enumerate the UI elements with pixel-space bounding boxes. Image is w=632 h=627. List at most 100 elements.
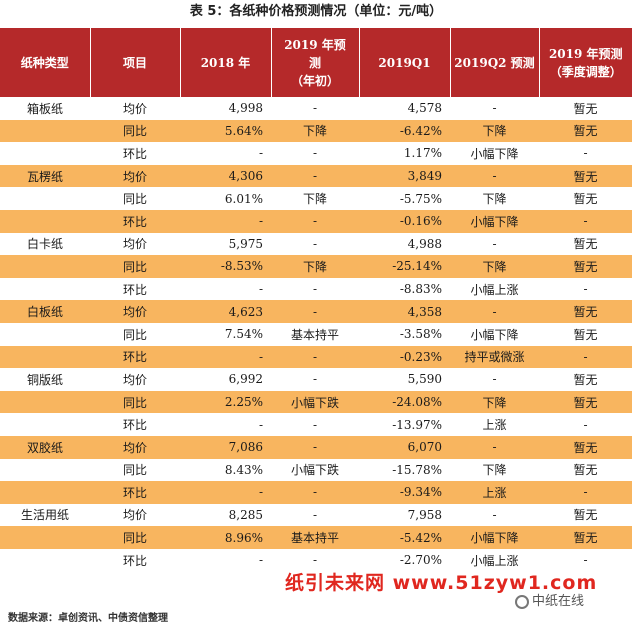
paper-type-cell: 白板纸 [0,300,90,323]
table-row: 瓦楞纸 均价 4,306-3,849- 暂无 [0,164,632,188]
table-row: 环比 - - -0.23% 持平或微涨 - [0,345,632,369]
column-header-line: 项目 [122,55,147,70]
q2-forecast-cell: 小幅下降 [450,209,539,233]
forecast-2019-cell: - [271,413,359,436]
q1-cell: -15.78% [359,458,450,482]
q1-cell: 1.17% [359,142,450,165]
item-cell: 环比 [90,277,180,301]
item-cell: 环比 [90,548,180,572]
value-2018-cell: 7,086 [180,435,271,459]
column-header: 纸种类型 [0,28,91,97]
forecast-2019-cell: - [271,368,359,391]
item-cell: 同比 [90,187,180,210]
value-2018-cell: - [180,481,271,504]
table-row: 环比 - -1.17% 小幅下降 - [0,142,632,165]
column-header-line: 2018 年 [200,55,251,70]
adjusted-forecast-cell: 暂无 [539,458,632,482]
item-cell: 同比 [90,119,180,143]
column-header-line: 测 [308,55,321,70]
q1-cell: -25.14% [359,255,450,278]
forecast-2019-cell: 基本持平 [271,526,359,549]
table-row: 同比 2.25% 小幅下跌 -24.08% 下降 暂无 [0,390,632,414]
value-2018-cell: - [180,345,271,369]
table-row: 环比 - - -0.16% 小幅下降 - [0,209,632,233]
forecast-2019-cell: 小幅下跌 [271,390,359,414]
q2-forecast-cell: 下降 [450,458,539,482]
forecast-2019-cell: - [271,481,359,504]
q2-forecast-cell: 小幅下降 [450,322,539,346]
paper-type-cell: 瓦楞纸 [0,164,90,188]
table-row: 环比 - - -13.97% 上涨 - [0,413,632,436]
paper-type-cell [0,526,90,549]
column-header: 2019Q1 [359,28,451,97]
item-cell: 环比 [90,209,180,233]
column-header-line: （季度调整） [549,64,622,79]
value-2018-cell: - [180,142,271,165]
q2-forecast-cell: 小幅下降 [450,526,539,549]
paper-type-cell [0,458,90,482]
adjusted-forecast-cell: - [539,481,632,504]
q2-forecast-cell: - [450,300,539,323]
column-header-line: 2019Q2 预测 [454,55,535,70]
value-2018-cell: 5.64% [180,119,271,143]
table-row: 白板纸 均价 4,623-4,358- 暂无 [0,300,632,323]
value-2018-cell: 8.43% [180,458,271,482]
paper-type-cell: 生活用纸 [0,503,90,527]
forecast-2019-cell: - [271,232,359,256]
q2-forecast-cell: - [450,503,539,527]
q1-cell: 4,578 [359,97,450,120]
table-row: 环比 - - -2.70% 小幅上涨 - [0,548,632,572]
q1-cell: -5.75% [359,187,450,210]
table-row: 铜版纸 均价 6,992-5,590- 暂无 [0,368,632,391]
q1-cell: -5.42% [359,526,450,549]
paper-type-cell [0,209,90,233]
adjusted-forecast-cell: 暂无 [539,300,632,323]
paper-type-cell [0,390,90,414]
value-2018-cell: 7.54% [180,322,271,346]
forecast-2019-cell: 下降 [271,119,359,143]
value-2018-cell: - [180,548,271,572]
item-cell: 均价 [90,368,180,391]
q1-cell: -2.70% [359,548,450,572]
column-header: 2019Q2 预测 [450,28,540,97]
q1-cell: -8.83% [359,277,450,301]
watermark-logo: 中纸在线 [515,590,584,609]
adjusted-forecast-cell: 暂无 [539,526,632,549]
paper-type-cell [0,255,90,278]
paper-type-cell: 箱板纸 [0,97,90,120]
table-body: 箱板纸 均价 4,998-4,578- 暂无 同比 5.64% 下降 -6.42% 下降 暂无 环比… [0,97,632,572]
forecast-2019-cell: - [271,345,359,369]
value-2018-cell: 4,998 [180,97,271,120]
column-header: 2019 年预测 （季度调整） [539,28,632,97]
table-row: 箱板纸 均价 4,998-4,578- 暂无 [0,97,632,120]
q2-forecast-cell: - [450,368,539,391]
forecast-2019-cell: - [271,97,359,120]
forecast-2019-cell: - [271,435,359,459]
adjusted-forecast-cell: - [539,209,632,233]
item-cell: 环比 [90,413,180,436]
adjusted-forecast-cell: 暂无 [539,119,632,143]
forecast-2019-cell: - [271,209,359,233]
q1-cell: -6.42% [359,119,450,143]
item-cell: 同比 [90,390,180,414]
paper-type-cell [0,413,90,436]
forecast-2019-cell: 小幅下跌 [271,458,359,482]
adjusted-forecast-cell: - [539,277,632,301]
item-cell: 均价 [90,232,180,256]
table-row: 同比 8.96% 基本持平 -5.42% 小幅下降 暂无 [0,526,632,549]
q1-cell: 6,070 [359,435,450,459]
item-cell: 同比 [90,526,180,549]
value-2018-cell: 6,992 [180,368,271,391]
q1-cell: 3,849 [359,164,450,188]
paper-type-cell [0,481,90,504]
paper-type-cell [0,322,90,346]
forecast-2019-cell: - [271,300,359,323]
item-cell: 均价 [90,164,180,188]
q2-forecast-cell: 下降 [450,390,539,414]
column-header-line: 2019 年预测 [548,46,623,61]
forecast-2019-cell: 下降 [271,255,359,278]
forecast-2019-cell: - [271,503,359,527]
value-2018-cell: 8.96% [180,526,271,549]
q2-forecast-cell: 上涨 [450,481,539,504]
q1-cell: -0.23% [359,345,450,369]
